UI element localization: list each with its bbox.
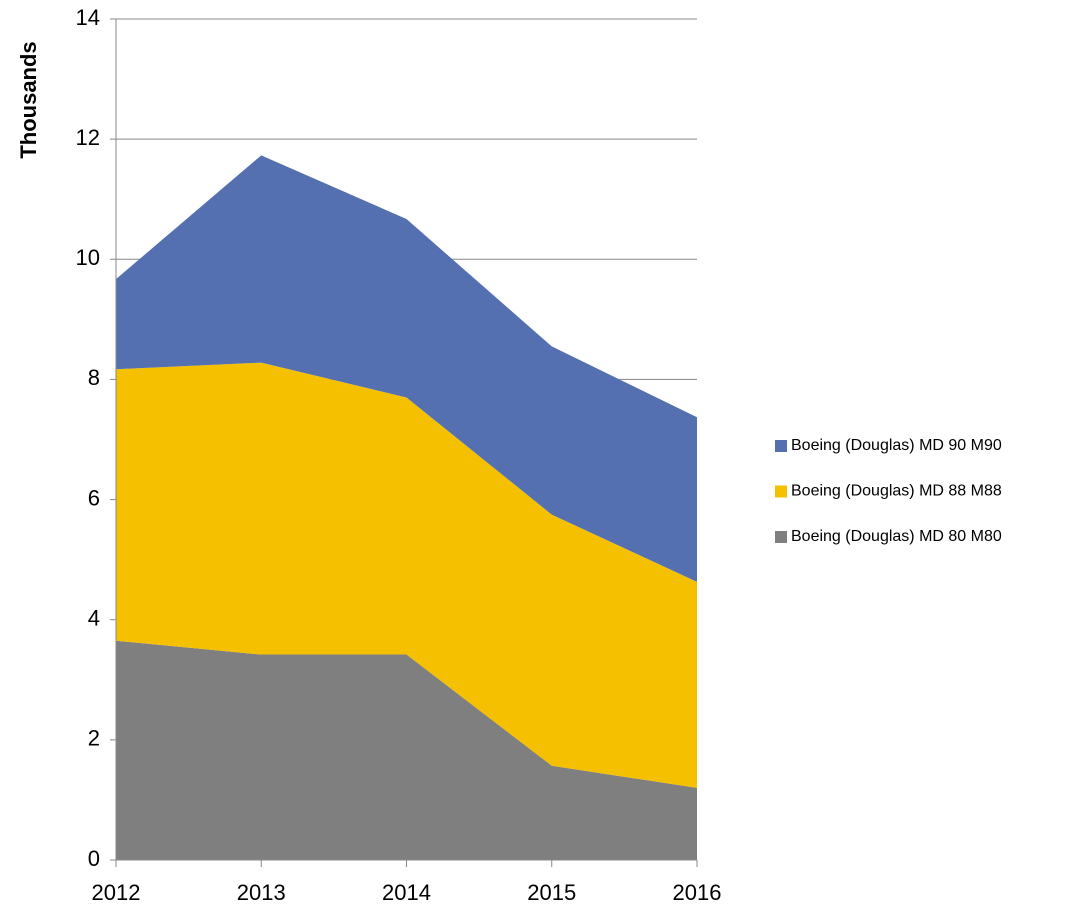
legend-label: Boeing (Douglas) MD 80 M80 <box>791 528 1002 545</box>
y-tick-label: 2 <box>88 726 100 751</box>
y-tick-label: 6 <box>88 485 100 510</box>
legend-swatch <box>775 485 787 498</box>
area <box>116 155 697 582</box>
legend-label: Boeing (Douglas) MD 90 M90 <box>791 437 1002 454</box>
area <box>116 640 697 860</box>
x-tick-label: 2012 <box>92 880 141 905</box>
y-tick-label: 12 <box>76 125 100 150</box>
x-tick-label: 2013 <box>237 880 286 905</box>
y-axis-label: Thousands <box>16 41 41 158</box>
y-tick-label: 4 <box>88 606 100 631</box>
x-tick-label: 2015 <box>527 880 576 905</box>
y-tick-label: 10 <box>76 245 100 270</box>
y-tick-label: 0 <box>88 846 100 871</box>
y-tick-label: 14 <box>76 5 100 30</box>
legend-swatch <box>775 440 787 452</box>
legend-label: Boeing (Douglas) MD 88 M88 <box>791 483 1002 500</box>
y-tick-label: 8 <box>88 365 100 390</box>
x-tick-label: 2014 <box>382 880 431 905</box>
area <box>116 362 697 788</box>
legend-swatch <box>775 531 787 543</box>
x-tick-label: 2016 <box>673 880 722 905</box>
